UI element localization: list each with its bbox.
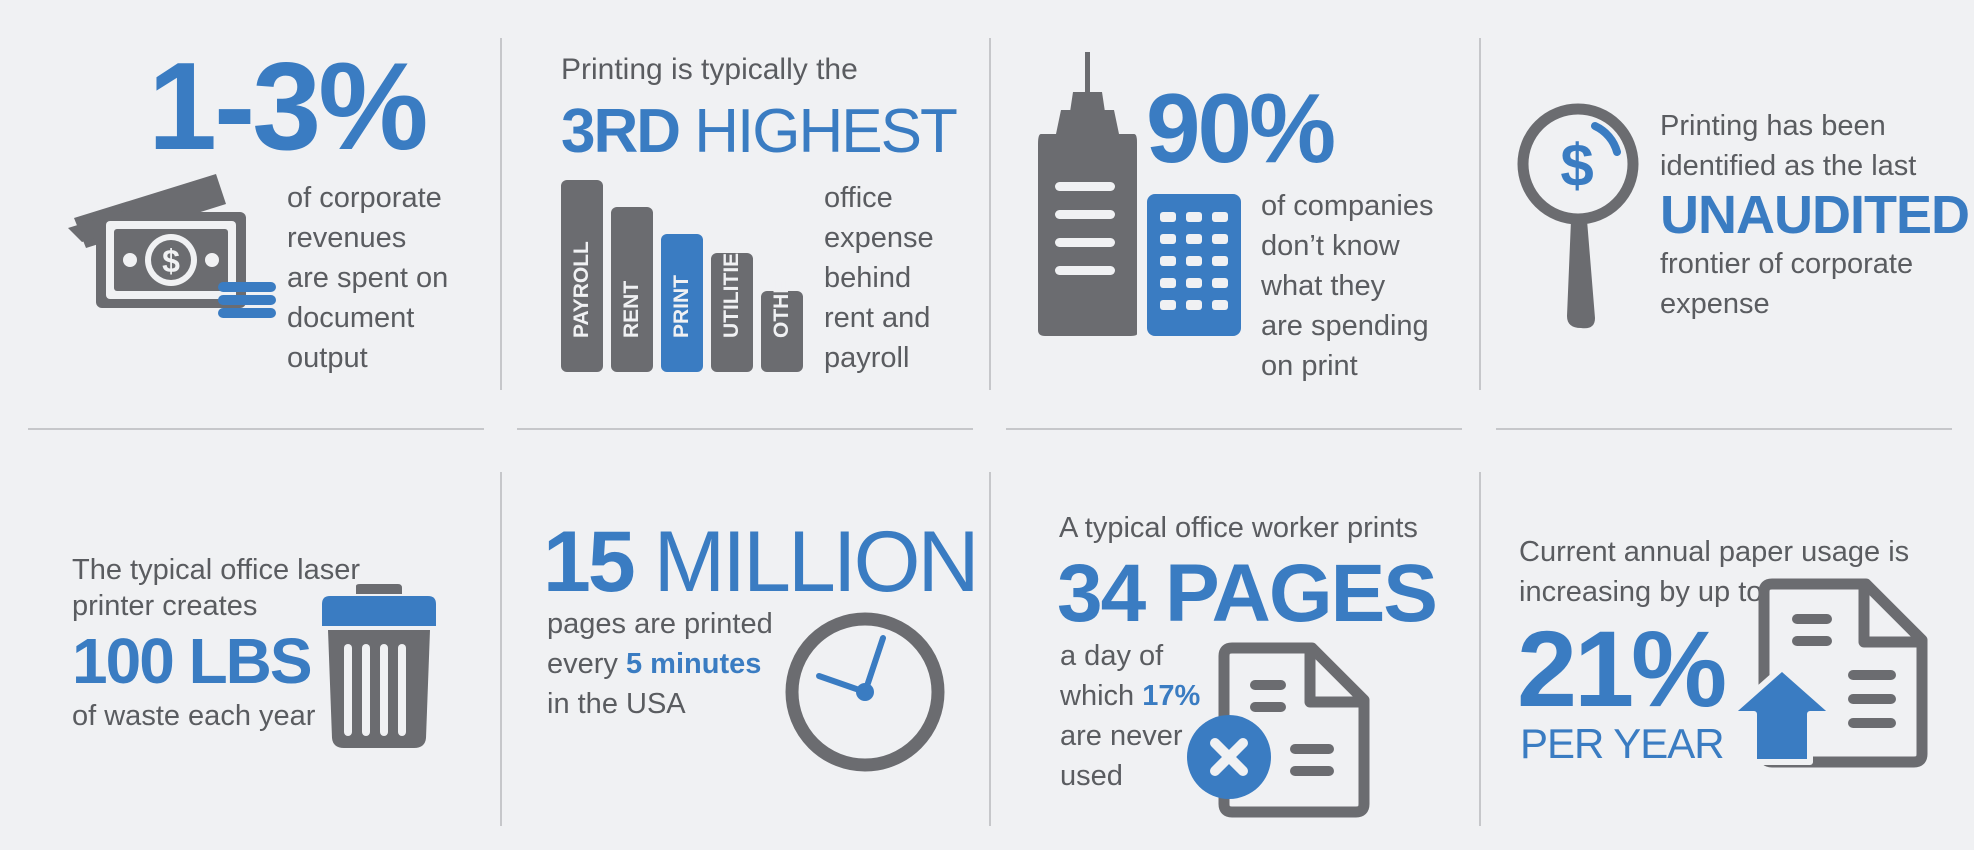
growth-intro: Current annual paper usage is increasing… — [1519, 532, 1909, 612]
caption-line: expense — [1660, 288, 1770, 320]
divider-horizontal — [517, 428, 973, 430]
caption-line: what they — [1261, 270, 1386, 302]
panel-intro: A typical office worker prints — [1059, 512, 1418, 544]
caption-word: every — [547, 648, 618, 680]
caption-line: The typical office laser — [72, 554, 360, 586]
caption-line: identified as the last — [1660, 150, 1917, 182]
buildings-icon — [1038, 52, 1241, 336]
rank-light: HIGHEST — [694, 97, 958, 166]
caption-line: of waste each year — [72, 700, 316, 732]
caption-line: of corporate — [287, 182, 442, 214]
million-unit: MILLION — [653, 514, 980, 610]
trash-can-icon — [322, 584, 436, 748]
growth-percent: 21% — [1517, 608, 1727, 729]
caption-line: of companies — [1261, 190, 1434, 222]
revenue-caption: of corporate revenues are spent on docum… — [287, 178, 448, 378]
caption-line: on print — [1261, 350, 1358, 382]
rank-bold: 3RD — [561, 97, 681, 166]
unaudited-highlight: UNAUDITED — [1660, 185, 1970, 245]
caption-line: expense — [824, 222, 934, 254]
caption-line: rent and — [824, 302, 931, 334]
bar-label: PRINT — [670, 275, 693, 338]
caption-line: payroll — [824, 342, 910, 374]
document-x-icon — [1187, 642, 1370, 818]
caption-line: office — [824, 182, 893, 214]
divider-vertical — [1479, 472, 1481, 826]
divider-horizontal — [28, 428, 484, 430]
bar-payroll: PAYROLL — [561, 180, 603, 372]
money-stack-icon: $ — [68, 174, 276, 318]
caption-line: don’t know — [1261, 230, 1400, 262]
headline-percent: 1-3% — [148, 38, 428, 176]
caption-line: used — [1060, 760, 1123, 792]
bar-label: PAYROLL — [570, 241, 593, 338]
growth-subline: PER YEAR — [1520, 720, 1725, 767]
bar-label: RENT — [620, 280, 643, 338]
caption-line: revenues — [287, 222, 407, 254]
clock-icon — [785, 612, 945, 772]
caption-line: document — [287, 302, 415, 334]
divider-horizontal — [1496, 428, 1952, 430]
bar-utilities: UTILITIES — [711, 239, 753, 372]
rank-caption: office expense behind rent and payroll — [824, 178, 934, 378]
caption-line: Printing has been — [1660, 110, 1886, 142]
svg-text:$: $ — [162, 243, 180, 279]
companies-caption: of companies don’t know what they are sp… — [1261, 186, 1434, 386]
caption-line: are spending — [1261, 310, 1429, 342]
caption-line: a day of — [1060, 640, 1164, 672]
million-headline: 15 MILLION — [543, 514, 980, 610]
pages-caption: a day of which 17% are never used — [1060, 636, 1200, 796]
caption-line: Current annual paper usage is — [1519, 536, 1910, 568]
minutes-highlight: 5 minutes — [625, 648, 762, 680]
caption-line: increasing by up to — [1519, 576, 1763, 608]
caption-line: every 5 minutes — [547, 644, 773, 684]
caption-line: pages are printed — [547, 608, 773, 640]
unaudited-text: Printing has been identified as the last… — [1660, 106, 1970, 324]
million-caption: pages are printed every 5 minutes in the… — [547, 604, 773, 724]
pages-headline: 34 PAGES — [1057, 548, 1438, 639]
caption-line: are never — [1060, 720, 1183, 752]
bar-label: UTILITIES — [720, 238, 743, 338]
svg-text:$: $ — [1560, 132, 1593, 199]
divider-vertical — [500, 38, 502, 390]
divider-vertical — [989, 472, 991, 826]
magnifier-dollar-icon: $ — [1517, 103, 1639, 329]
caption-line: which 17% — [1060, 676, 1200, 716]
bar-other: OTHER — [761, 265, 803, 372]
bar-rent: RENT — [611, 207, 653, 372]
document-up-arrow-icon — [1727, 578, 1928, 768]
waste-text: The typical office laser printer creates… — [72, 552, 360, 734]
million-number: 15 — [543, 514, 636, 610]
caption-line: output — [287, 342, 368, 374]
percent-highlight: 17% — [1142, 680, 1201, 712]
caption-line: behind — [824, 262, 912, 294]
divider-horizontal — [1006, 428, 1462, 430]
caption-line: are spent on — [287, 262, 449, 294]
bar-print: PRINT — [661, 234, 703, 372]
divider-vertical — [989, 38, 991, 390]
expense-bar-chart: PAYROLL RENT PRINT UTILITIES OTHER — [561, 180, 811, 372]
headline-percent: 90% — [1146, 73, 1336, 183]
waste-highlight: 100 LBS — [72, 625, 313, 697]
caption-line: in the USA — [547, 688, 686, 720]
panel-intro: Printing is typically the — [561, 53, 858, 86]
caption-line: frontier of corporate — [1660, 248, 1914, 280]
divider-vertical — [500, 472, 502, 826]
caption-word: which — [1060, 680, 1135, 712]
rank-headline: 3RD HIGHEST — [561, 96, 958, 168]
divider-vertical — [1479, 38, 1481, 390]
caption-line: printer creates — [72, 590, 258, 622]
bar-label: OTHER — [770, 264, 793, 339]
